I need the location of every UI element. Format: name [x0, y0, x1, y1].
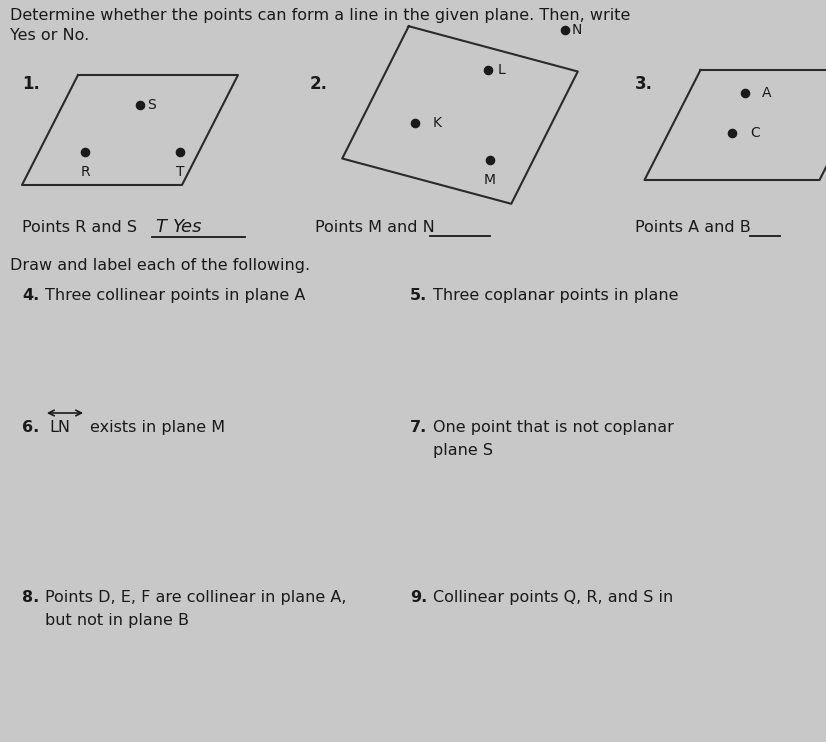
- Point: [558, 24, 572, 36]
- Text: Three coplanar points in plane: Three coplanar points in plane: [433, 288, 678, 303]
- Text: Points M and N: Points M and N: [315, 220, 440, 235]
- Text: Yes: Yes: [173, 218, 202, 236]
- Text: exists in plane M: exists in plane M: [90, 420, 225, 435]
- Text: N: N: [572, 23, 582, 37]
- Point: [725, 127, 738, 139]
- Text: K: K: [433, 116, 442, 130]
- Text: but not in plane B: but not in plane B: [45, 613, 189, 628]
- Text: Points R and S: Points R and S: [22, 220, 142, 235]
- Text: 1.: 1.: [22, 75, 40, 93]
- Text: M: M: [484, 173, 496, 187]
- Text: Draw and label each of the following.: Draw and label each of the following.: [10, 258, 310, 273]
- Text: Collinear points Q, R, and S in: Collinear points Q, R, and S in: [433, 590, 673, 605]
- Point: [78, 146, 92, 158]
- Text: L: L: [498, 63, 506, 77]
- Text: 9.: 9.: [410, 590, 427, 605]
- Text: Determine whether the points can form a line in the given plane. Then, write: Determine whether the points can form a …: [10, 8, 630, 23]
- Text: 4.: 4.: [22, 288, 40, 303]
- Point: [408, 117, 421, 129]
- Text: 5.: 5.: [410, 288, 427, 303]
- Point: [482, 64, 495, 76]
- Text: 7.: 7.: [410, 420, 427, 435]
- Text: 3.: 3.: [635, 75, 653, 93]
- Text: R: R: [80, 165, 90, 179]
- Text: LN: LN: [49, 420, 70, 435]
- Text: Points D, E, F are collinear in plane A,: Points D, E, F are collinear in plane A,: [45, 590, 346, 605]
- Text: S: S: [147, 98, 156, 112]
- Text: T: T: [176, 165, 184, 179]
- Text: Points A and B: Points A and B: [635, 220, 756, 235]
- Point: [738, 87, 752, 99]
- Text: plane S: plane S: [433, 443, 493, 458]
- Text: C: C: [750, 126, 760, 140]
- Text: One point that is not coplanar: One point that is not coplanar: [433, 420, 674, 435]
- Point: [173, 146, 187, 158]
- Text: 8.: 8.: [22, 590, 40, 605]
- Text: Yes or No.: Yes or No.: [10, 28, 89, 43]
- Text: A: A: [762, 86, 771, 100]
- Point: [483, 154, 496, 166]
- Text: Three collinear points in plane A: Three collinear points in plane A: [45, 288, 306, 303]
- Point: [133, 99, 146, 111]
- Text: T: T: [155, 218, 166, 236]
- Text: 6.: 6.: [22, 420, 40, 435]
- Text: 2.: 2.: [310, 75, 328, 93]
